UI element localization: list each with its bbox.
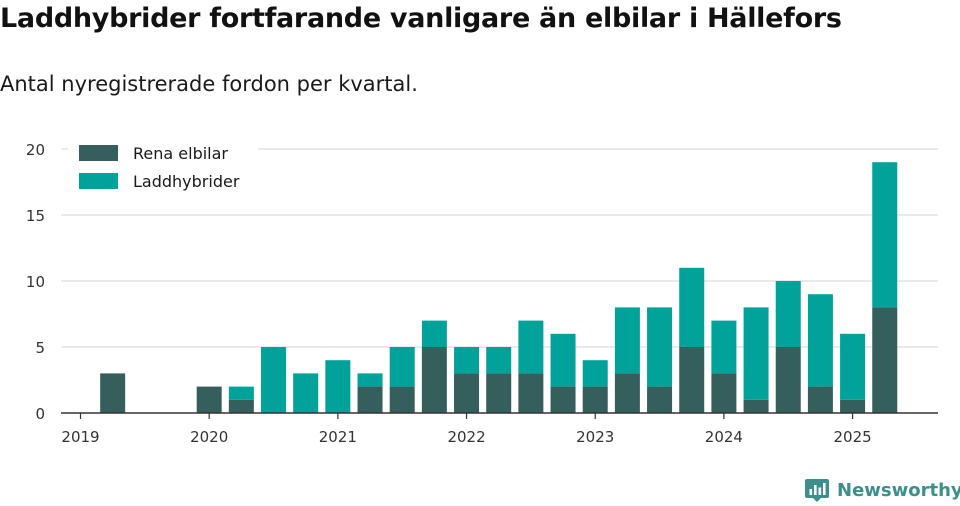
bar-rena-elbilar [711,373,737,413]
bar-laddhybrider [325,360,351,413]
bar-rena-elbilar [743,399,769,413]
bar-laddhybrider [389,347,415,387]
bar-chart-logo-icon [805,479,829,502]
bar-laddhybrider [647,307,673,387]
x-tick-label: 2023 [576,428,614,446]
bar-rena-elbilar [614,373,640,413]
legend-label: Laddhybrider [133,172,240,191]
bar-rena-elbilar [389,386,415,413]
legend-swatch [79,173,118,189]
bar-rena-elbilar [357,386,383,413]
bar-rena-elbilar [647,386,673,413]
axes: 0 5 10 15 20 2019 2020 2021 2022 2023 2024 2025 [26,141,938,446]
x-tick-label: 2019 [61,428,99,446]
chart-subtitle: Antal nyregistrerade fordon per kvartal. [0,72,418,96]
bar-rena-elbilar [775,347,801,413]
bar-laddhybrider [421,320,447,347]
x-tick-label: 2024 [705,428,743,446]
x-tick-label: 2021 [319,428,357,446]
newsworthy-logo[interactable]: Newsworthy [804,474,960,506]
bar-rena-elbilar [807,386,833,413]
legend-label: Rena elbilar [133,144,228,163]
bar-rena-elbilar [840,399,866,413]
bar-rena-elbilar [679,347,705,413]
bar-laddhybrider [293,373,319,413]
x-tick-label: 2020 [190,428,228,446]
legend: Rena elbilar Laddhybrider [68,139,258,197]
bar-laddhybrider [228,386,254,400]
bar-laddhybrider [775,281,801,347]
bar-rena-elbilar [454,373,480,413]
bar-laddhybrider [582,360,608,387]
bar-rena-elbilar [518,373,544,413]
bar-rena-elbilar [196,386,222,413]
bar-rena-elbilar [228,399,254,413]
bar-rena-elbilar [550,386,576,413]
bar-rena-elbilar [100,373,126,413]
y-tick-label: 10 [26,273,45,291]
y-tick-label: 5 [35,339,45,357]
y-tick-label: 15 [26,207,45,225]
bar-laddhybrider [711,320,737,374]
bar-laddhybrider [550,333,576,387]
bar-laddhybrider [518,320,544,374]
bar-laddhybrider [679,267,705,347]
bar-laddhybrider [454,347,480,374]
chart-title: Laddhybrider fortfarande vanligare än el… [0,3,842,34]
bars [100,162,898,413]
bar-laddhybrider [357,373,383,387]
bar-rena-elbilar [872,307,898,413]
bar-laddhybrider [614,307,640,374]
y-tick-label: 20 [26,141,45,159]
bar-rena-elbilar [582,386,608,413]
bar-laddhybrider [840,333,866,400]
bar-laddhybrider [872,162,898,308]
y-tick-label: 0 [35,405,45,423]
bar-laddhybrider [743,307,769,400]
bar-laddhybrider [807,294,833,387]
bar-laddhybrider [486,347,512,374]
stacked-bar-chart: 0 5 10 15 20 2019 2020 2021 2022 2023 2024 2025 Ren… [26,139,938,446]
brand-name: Newsworthy [837,479,960,501]
bar-laddhybrider [261,347,287,413]
x-tick-label: 2022 [447,428,485,446]
legend-swatch [79,145,118,161]
x-tick-label: 2025 [833,428,871,446]
bar-rena-elbilar [486,373,512,413]
bar-rena-elbilar [421,347,447,413]
